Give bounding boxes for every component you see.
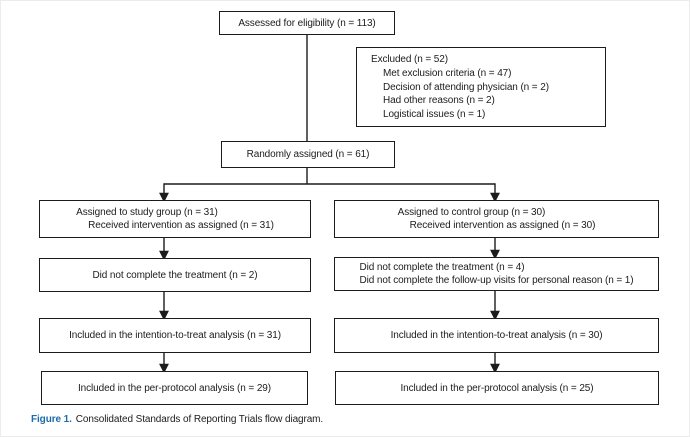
arrowhead-control-dropout-itt	[490, 310, 500, 321]
box-control-intention-to-treat: Included in the intention-to-treat analy…	[334, 318, 659, 353]
control-dropout-text-block: Did not complete the treatment (n = 4) D…	[360, 261, 634, 287]
study-assigned-line1: Assigned to study group (n = 31)	[76, 207, 218, 218]
arrowhead-control-itt-pp	[490, 363, 500, 374]
control-assigned-line1: Assigned to control group (n = 30)	[397, 207, 546, 218]
figure-caption-label: Figure 1.	[31, 414, 72, 425]
excluded-item: Decision of attending physician (n = 2)	[383, 81, 549, 93]
box-study-intention-to-treat: Included in the intention-to-treat analy…	[39, 318, 311, 353]
box-assessed-eligibility: Assessed for eligibility (n = 113)	[219, 11, 395, 35]
study-itt-text: Included in the intention-to-treat analy…	[69, 330, 281, 341]
box-study-did-not-complete: Did not complete the treatment (n = 2)	[39, 258, 311, 292]
study-pp-text: Included in the per-protocol analysis (n…	[77, 382, 271, 394]
randomized-text: Randomly assigned (n = 61)	[246, 149, 370, 160]
figure-caption-text: Consolidated Standards of Reporting Tria…	[75, 414, 324, 425]
excluded-title: Excluded (n = 52)	[371, 54, 448, 65]
box-study-group-assigned: Assigned to study group (n = 31) Receive…	[39, 200, 311, 238]
box-randomly-assigned: Randomly assigned (n = 61)	[221, 141, 395, 168]
excluded-item: Had other reasons (n = 2)	[383, 95, 495, 107]
arrowhead-study-assigned-dropout	[159, 250, 169, 261]
excluded-item: Logistical issues (n = 1)	[383, 109, 486, 121]
arrowhead-control-assigned-dropout	[490, 249, 500, 260]
box-excluded: Excluded (n = 52) Met exclusion criteria…	[356, 47, 606, 127]
control-assigned-text-block: Assigned to control group (n = 30) Recei…	[398, 206, 596, 232]
box-control-did-not-complete: Did not complete the treatment (n = 4) D…	[334, 257, 659, 291]
control-dropout-line2: Did not complete the follow-up visits fo…	[359, 275, 634, 286]
arrowhead-study-itt-pp	[159, 363, 169, 374]
control-itt-text: Included in the intention-to-treat analy…	[390, 330, 603, 341]
control-dropout-line1: Did not complete the treatment (n = 4)	[359, 262, 525, 273]
box-control-group-assigned: Assigned to control group (n = 30) Recei…	[334, 200, 659, 238]
box-control-per-protocol: Included in the per-protocol analysis (n…	[335, 371, 659, 405]
study-assigned-line2: Received intervention as assigned (n = 3…	[88, 220, 274, 231]
assessed-text: Assessed for eligibility (n = 113)	[238, 17, 376, 29]
box-study-per-protocol: Included in the per-protocol analysis (n…	[41, 371, 308, 405]
control-assigned-line2: Received intervention as assigned (n = 3…	[409, 220, 596, 231]
control-pp-text: Included in the per-protocol analysis (n…	[400, 382, 594, 394]
study-assigned-text-block: Assigned to study group (n = 31) Receive…	[76, 206, 274, 232]
arrowhead-branch-right	[490, 192, 500, 203]
excluded-item: Met exclusion criteria (n = 47)	[383, 67, 512, 79]
arrowhead-study-dropout-itt	[159, 310, 169, 321]
study-dropout-text: Did not complete the treatment (n = 2)	[92, 269, 258, 281]
figure-caption: Figure 1. Consolidated Standards of Repor…	[31, 414, 323, 425]
arrowhead-branch-left	[159, 192, 169, 203]
